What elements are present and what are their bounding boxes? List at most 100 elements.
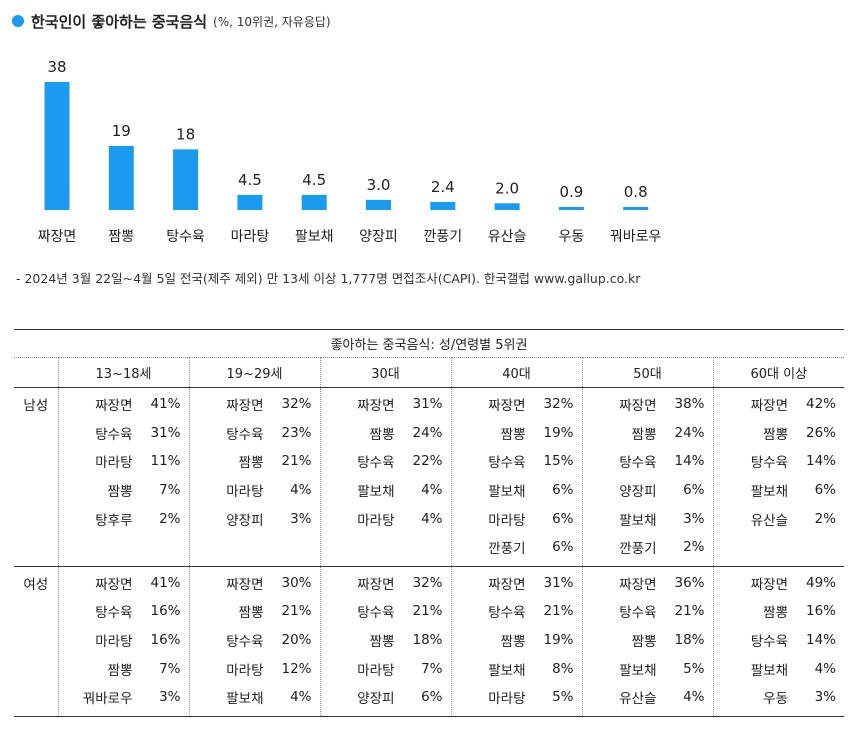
food-name: 짜장면 [488, 398, 526, 415]
group-cell: 짜장면 41% 탕수육 31% 마라탕 11% 짬뽕 7% 탕후루 2% [58, 387, 190, 567]
category-label: 짜장면 [38, 229, 77, 245]
food-name: 짬뽕 [500, 634, 526, 651]
food-percent: 6% [814, 482, 836, 499]
food-item: 유산슬 4% [583, 683, 713, 712]
group-cell: 짜장면 41% 탕수육 16% 마라탕 16% 짬뽕 7% 꿔바로우 3% [58, 566, 190, 717]
group-cell: 짜장면 42% 짬뽕 26% 탕수육 14% 팔보채 6% 유산슬 2% [713, 387, 845, 567]
food-percent: 5% [552, 689, 574, 706]
bar-꿔바로우 [623, 207, 649, 210]
gender-label: 남성 [14, 387, 59, 567]
food-name: 짬뽕 [631, 634, 657, 651]
food-name: 탕수육 [750, 634, 788, 651]
food-name: 마라탕 [95, 634, 133, 651]
food-item: 짬뽕 16% [714, 597, 845, 626]
food-item: 짬뽕 21% [190, 597, 320, 626]
food-item: 짜장면 41% [59, 569, 189, 598]
food-item: 탕수육 21% [321, 597, 451, 626]
food-name: 탕후루 [95, 512, 133, 529]
food-item: 탕수육 22% [321, 447, 451, 476]
food-percent: 32% [412, 574, 443, 591]
food-percent: 21% [674, 603, 705, 620]
food-name: 팔보채 [750, 662, 788, 679]
food-item: 짬뽕 24% [583, 419, 713, 448]
food-name: 짜장면 [488, 576, 526, 593]
food-name: 짜장면 [357, 398, 395, 415]
food-item: 탕수육 20% [190, 626, 320, 655]
food-percent: 7% [421, 660, 443, 677]
bar-유산슬 [494, 203, 520, 210]
food-item: 탕수육 21% [452, 597, 582, 626]
food-name: 짜장면 [619, 398, 657, 415]
group-cell: 짜장면 31% 짬뽕 24% 탕수육 22% 팔보채 4% 마라탕 4% [320, 387, 452, 567]
value-label: 18 [176, 125, 195, 143]
group-header-row: 13~18세 19~29세 30대 40대 50대 60대 이상 [14, 357, 844, 388]
category-label: 팔보채 [295, 229, 334, 245]
food-percent: 16% [150, 632, 181, 649]
food-percent: 4% [421, 482, 443, 499]
rank-table: 좋아하는 중국음식: 성/연령별 5위권 13~18세 19~29세 30대 40대 5… [14, 329, 844, 717]
food-item: 짜장면 32% [321, 569, 451, 598]
food-item: 짜장면 42% [714, 390, 845, 419]
food-name: 마라탕 [357, 512, 395, 529]
food-item: 짜장면 49% [714, 569, 845, 598]
food-name: 양장피 [357, 691, 395, 708]
food-item: 탕수육 23% [190, 419, 320, 448]
food-percent: 26% [805, 424, 836, 441]
group-cell: 짜장면 32% 짬뽕 19% 탕수육 15% 팔보채 6% 마라탕 6% 깐풍기 6% [451, 387, 583, 567]
food-percent: 12% [281, 660, 312, 677]
food-name: 깐풍기 [488, 541, 526, 558]
bar-짬뽕 [108, 146, 134, 210]
category-label: 마라탕 [231, 229, 270, 245]
bullet-icon [12, 15, 24, 27]
food-percent: 49% [805, 574, 836, 591]
food-name: 짬뽕 [238, 455, 264, 472]
food-name: 탕수육 [95, 426, 133, 443]
chart-subtitle: (%, 10위권, 자유응답) [213, 14, 331, 29]
food-item: 마라탕 5% [452, 683, 582, 712]
food-percent: 16% [805, 603, 836, 620]
food-name: 짜장면 [750, 398, 788, 415]
food-name: 짬뽕 [107, 484, 133, 501]
food-item: 팔보채 6% [452, 476, 582, 505]
table-caption: 좋아하는 중국음식: 성/연령별 5위권 [14, 329, 844, 358]
food-item: 마라탕 4% [321, 504, 451, 533]
food-percent: 4% [814, 660, 836, 677]
food-name: 짬뽕 [369, 634, 395, 651]
food-item: 짜장면 41% [59, 390, 189, 419]
food-name: 마라탕 [357, 662, 395, 679]
group-header: 50대 [582, 357, 714, 388]
food-item: 짜장면 30% [190, 569, 320, 598]
food-item: 마라탕 12% [190, 654, 320, 683]
food-name: 팔보채 [226, 691, 264, 708]
food-percent: 19% [543, 632, 574, 649]
food-name: 탕수육 [95, 605, 133, 622]
value-label: 38 [47, 58, 66, 76]
food-name: 양장피 [619, 484, 657, 501]
chart-header: 한국인이 좋아하는 중국음식 (%, 10위권, 자유응답) [12, 10, 331, 32]
food-name: 마라탕 [488, 512, 526, 529]
category-label: 양장피 [359, 229, 398, 245]
food-name: 짬뽕 [631, 426, 657, 443]
food-item: 마라탕 11% [59, 447, 189, 476]
food-name: 탕수육 [488, 455, 526, 472]
food-name: 짜장면 [95, 398, 133, 415]
food-item: 마라탕 16% [59, 626, 189, 655]
food-percent: 3% [814, 689, 836, 706]
food-percent: 14% [805, 632, 836, 649]
food-item: 팔보채 3% [583, 504, 713, 533]
food-name: 탕수육 [488, 605, 526, 622]
food-percent: 4% [421, 510, 443, 527]
food-name: 팔보채 [357, 484, 395, 501]
value-label: 2.4 [431, 178, 455, 196]
food-name: 탕수육 [357, 455, 395, 472]
food-name: 탕수육 [226, 426, 264, 443]
food-percent: 32% [543, 396, 574, 413]
food-item: 양장피 6% [583, 476, 713, 505]
food-percent: 18% [412, 632, 443, 649]
food-item: 양장피 6% [321, 683, 451, 712]
food-percent: 5% [683, 660, 705, 677]
food-name: 짜장면 [95, 576, 133, 593]
food-percent: 36% [674, 574, 705, 591]
food-percent: 4% [683, 689, 705, 706]
food-item: 팔보채 4% [321, 476, 451, 505]
